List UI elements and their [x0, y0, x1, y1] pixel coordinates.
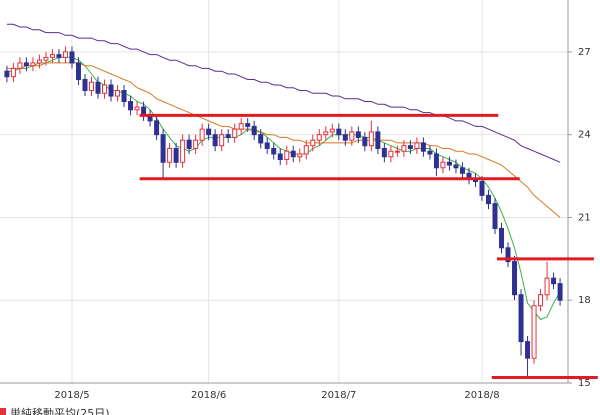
- candle-body: [557, 283, 563, 301]
- candle-body: [375, 131, 381, 149]
- candle-body: [459, 167, 465, 174]
- y-tick-label: 27: [578, 47, 591, 58]
- candle-body: [30, 62, 36, 67]
- x-tick-label: 2018/6: [191, 390, 226, 401]
- candle-body: [160, 134, 166, 163]
- x-tick-label: 2018/8: [464, 390, 499, 401]
- candle-body: [368, 131, 374, 147]
- candle-body: [108, 84, 114, 97]
- candle-body: [323, 131, 329, 136]
- candle-body: [206, 128, 212, 136]
- candle-body: [193, 139, 199, 149]
- candle-body: [75, 62, 81, 80]
- candle-body: [264, 142, 270, 149]
- candle-body: [89, 81, 95, 92]
- candle-body: [525, 341, 531, 359]
- candle-body: [414, 142, 420, 149]
- candle-body: [102, 84, 108, 94]
- candle-body: [245, 123, 251, 127]
- candle-body: [381, 147, 387, 158]
- candle-body: [277, 153, 283, 160]
- candle-body: [316, 134, 322, 141]
- candle-body: [49, 54, 55, 58]
- candle-body: [173, 147, 179, 163]
- moving-average-line: [6, 62, 561, 218]
- candle-body: [329, 128, 335, 133]
- candle-body: [284, 150, 290, 160]
- candle-body: [271, 147, 277, 155]
- candle-body: [154, 120, 160, 136]
- candle-body: [499, 227, 505, 249]
- x-tick-label: 2018/5: [54, 390, 89, 401]
- y-tick-label: 15: [578, 378, 591, 389]
- candle-body: [297, 153, 303, 158]
- candle-body: [336, 128, 342, 136]
- candle-body: [23, 62, 29, 67]
- candle-body: [56, 54, 62, 58]
- candle-body: [95, 81, 101, 94]
- candle-body: [446, 161, 452, 166]
- candle-body: [290, 150, 296, 158]
- candle-body: [440, 161, 446, 169]
- candle-body: [453, 164, 459, 169]
- candle-body: [199, 128, 205, 141]
- candle-body: [355, 131, 361, 138]
- candle-body: [538, 294, 544, 307]
- candle-body: [115, 90, 121, 97]
- candle-body: [186, 139, 192, 149]
- candle-body: [303, 145, 309, 155]
- candle-body: [544, 277, 550, 296]
- candle-body: [518, 294, 524, 343]
- candle-body: [17, 62, 23, 69]
- plot-area: [0, 0, 568, 383]
- y-tick-label: 21: [578, 212, 591, 223]
- candle-body: [62, 51, 68, 58]
- candle-body: [258, 134, 264, 144]
- candle-body: [121, 90, 127, 103]
- candle-body: [407, 145, 413, 149]
- candle-body: [420, 142, 426, 152]
- candle-body: [349, 131, 355, 141]
- candle-body: [69, 51, 75, 64]
- candle-body: [251, 125, 257, 136]
- candle-body: [4, 70, 10, 78]
- candle-body: [212, 134, 218, 147]
- candle-body: [82, 78, 88, 92]
- candle-body: [388, 150, 394, 158]
- candle-body: [180, 139, 186, 163]
- candle-body: [238, 123, 244, 130]
- candle-body: [551, 277, 557, 285]
- legend-label: 単純移動平均(25日): [10, 406, 110, 415]
- candle-body: [167, 147, 173, 163]
- candle-body: [128, 101, 134, 111]
- candle-body: [512, 261, 518, 296]
- moving-average-line: [6, 23, 561, 163]
- x-tick-label: 2018/7: [321, 390, 356, 401]
- candle-body: [232, 128, 238, 138]
- candle-body: [219, 134, 225, 147]
- y-tick-label: 18: [578, 295, 591, 306]
- candle-body: [505, 247, 511, 263]
- candle-body: [531, 305, 537, 359]
- candle-body: [485, 194, 491, 205]
- candle-body: [427, 150, 433, 155]
- candle-body: [10, 67, 16, 78]
- y-tick-label: 24: [578, 130, 591, 141]
- candle-body: [225, 134, 231, 138]
- candle-body: [394, 150, 400, 153]
- candle-body: [401, 145, 407, 152]
- legend-marker: [0, 408, 6, 415]
- candle-body: [36, 59, 42, 64]
- candle-body: [492, 203, 498, 229]
- candle-body: [310, 139, 316, 147]
- candle-body: [134, 106, 140, 111]
- candle-body: [479, 181, 485, 196]
- candle-body: [433, 153, 439, 169]
- candle-body: [362, 136, 368, 147]
- candle-body: [43, 56, 49, 61]
- candle-body: [342, 134, 348, 141]
